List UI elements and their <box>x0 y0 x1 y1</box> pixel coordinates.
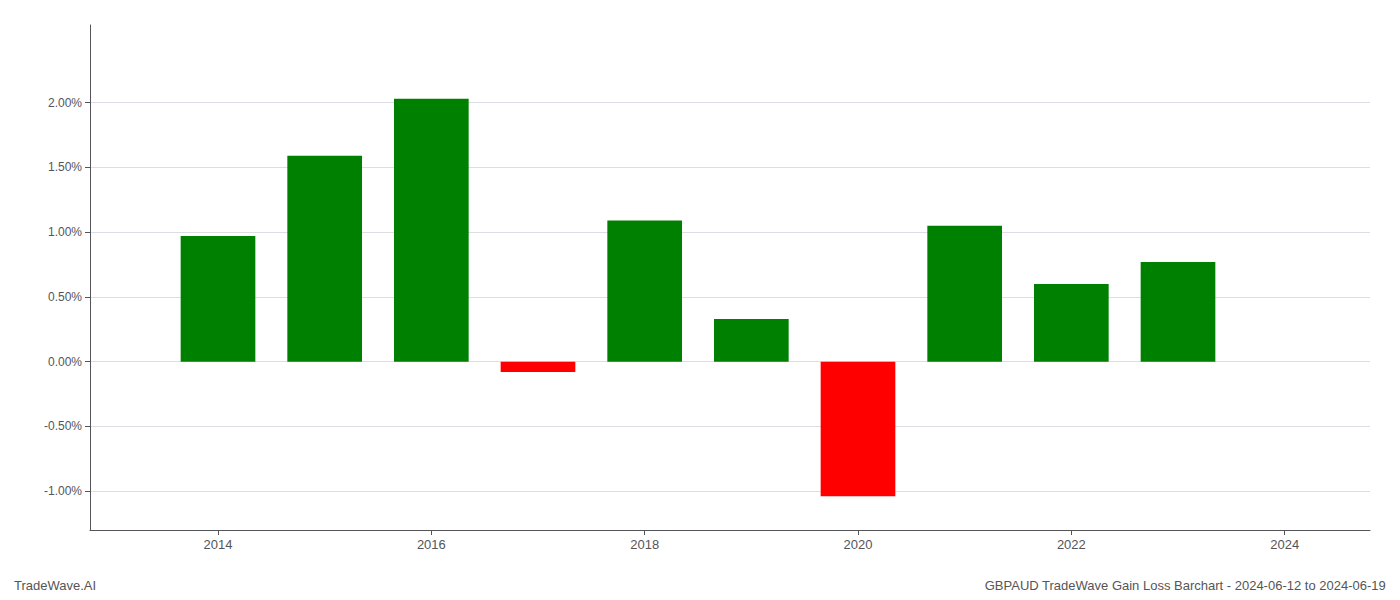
svg-text:2022: 2022 <box>1057 537 1086 552</box>
svg-text:2016: 2016 <box>417 537 446 552</box>
svg-text:0.00%: 0.00% <box>48 355 82 369</box>
svg-text:1.00%: 1.00% <box>48 225 82 239</box>
svg-text:2014: 2014 <box>204 537 233 552</box>
svg-text:TradeWave.AI: TradeWave.AI <box>14 578 96 593</box>
svg-text:-0.50%: -0.50% <box>44 419 82 433</box>
svg-text:GBPAUD TradeWave Gain Loss Bar: GBPAUD TradeWave Gain Loss Barchart - 20… <box>985 578 1386 593</box>
svg-text:1.50%: 1.50% <box>48 160 82 174</box>
svg-text:-1.00%: -1.00% <box>44 484 82 498</box>
svg-text:2018: 2018 <box>630 537 659 552</box>
svg-text:2024: 2024 <box>1270 537 1299 552</box>
svg-text:2.00%: 2.00% <box>48 96 82 110</box>
svg-text:2020: 2020 <box>844 537 873 552</box>
svg-text:0.50%: 0.50% <box>48 290 82 304</box>
